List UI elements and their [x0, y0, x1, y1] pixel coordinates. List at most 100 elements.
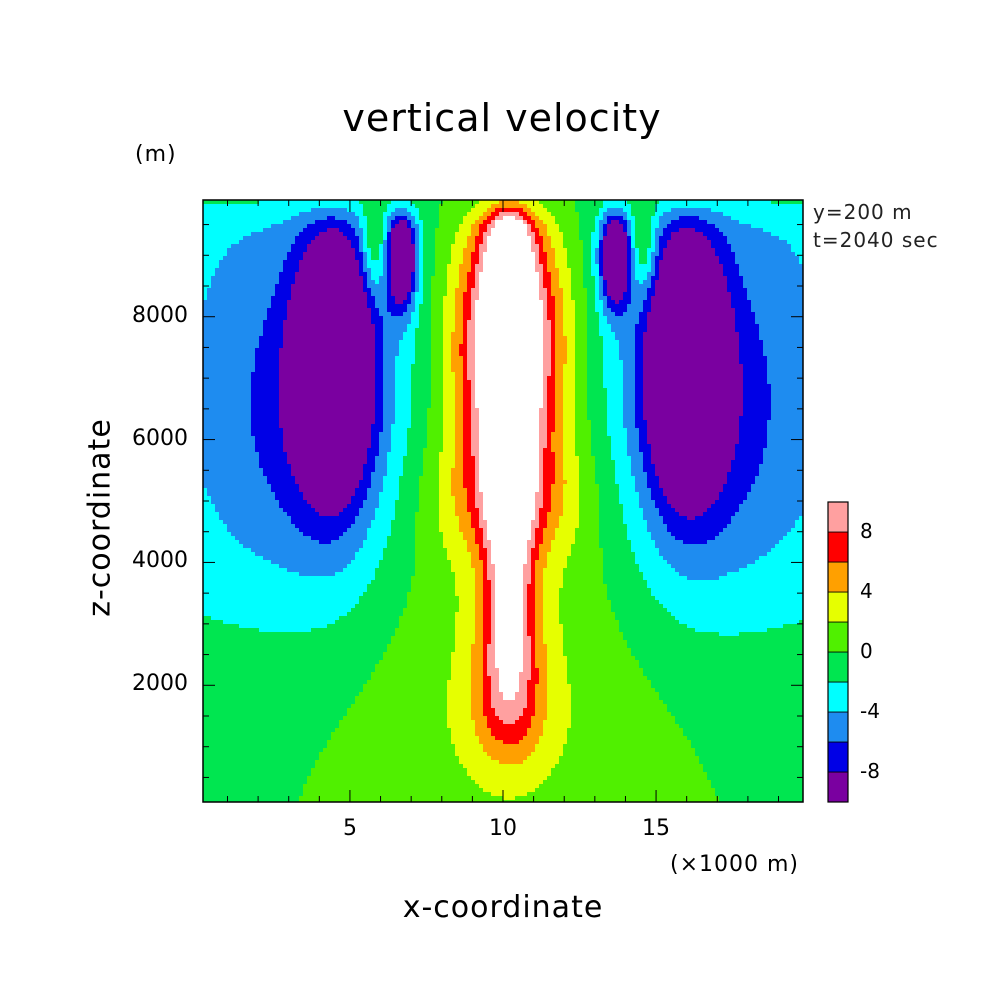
contour-cell [391, 292, 407, 296]
contour-cell [547, 428, 555, 432]
contour-cell [743, 372, 767, 376]
contour-cell [487, 548, 491, 552]
contour-cell [579, 216, 595, 220]
contour-cell [311, 208, 347, 212]
contour-cell [607, 424, 623, 428]
contour-cell [551, 504, 563, 508]
contour-cell [483, 652, 487, 656]
contour-cell [419, 252, 423, 256]
contour-cell [331, 736, 451, 740]
contour-cell [587, 384, 603, 388]
contour-cell [463, 396, 471, 400]
contour-cell [371, 480, 383, 484]
contour-cell [495, 660, 523, 664]
contour-cell [203, 440, 255, 444]
contour-cell [491, 632, 495, 636]
contour-cell [595, 476, 615, 480]
contour-cell [443, 544, 467, 548]
contour-cell [639, 492, 651, 496]
contour-cell [471, 440, 479, 444]
contour-cell [207, 292, 275, 296]
contour-cell [567, 336, 575, 340]
contour-cell [455, 500, 467, 504]
contour-cell [379, 280, 387, 284]
contour-cell [519, 688, 527, 692]
contour-cell [443, 308, 455, 312]
contour-cell [203, 244, 231, 248]
contour-cell [487, 572, 495, 576]
contour-cell [443, 412, 455, 416]
contour-cell [659, 276, 727, 280]
contour-cell [583, 276, 595, 280]
contour-cell [255, 364, 279, 368]
contour-cell [563, 384, 575, 388]
contour-cell [227, 248, 291, 252]
contour-cell [739, 268, 803, 272]
contour-cell [523, 564, 531, 568]
contour-cell [639, 256, 647, 260]
contour-cell [531, 244, 539, 248]
contour-cell [555, 456, 563, 460]
contour-cell [423, 240, 435, 244]
contour-cell [391, 200, 411, 204]
contour-cell [527, 608, 535, 612]
contour-cell [475, 356, 543, 360]
contour-cell [495, 620, 523, 624]
contour-cell [755, 320, 803, 324]
contour-cell [671, 236, 707, 240]
contour-cell [471, 524, 479, 528]
contour-cell [259, 460, 287, 464]
contour-cell [543, 724, 571, 728]
contour-cell [203, 200, 259, 204]
contour-cell [643, 416, 739, 420]
contour-cell [571, 712, 671, 716]
contour-cell [651, 308, 735, 312]
contour-cell [251, 416, 279, 420]
contour-cell [635, 340, 643, 344]
contour-cell [499, 676, 519, 680]
contour-cell [771, 232, 803, 236]
contour-cell [523, 596, 527, 600]
contour-cell [371, 312, 379, 316]
contour-cell [347, 712, 447, 716]
contour-cell [463, 764, 555, 768]
contour-cell [495, 616, 523, 620]
contour-cell [799, 620, 803, 624]
contour-cell [439, 468, 451, 472]
contour-cell [495, 608, 523, 612]
contour-cell [531, 580, 535, 584]
contour-cell [487, 564, 495, 568]
contour-cell [639, 496, 651, 500]
contour-cell [319, 232, 343, 236]
contour-cell [671, 612, 803, 616]
contour-cell [395, 224, 407, 228]
contour-cell [719, 496, 747, 500]
contour-cell [327, 740, 451, 744]
contour-cell [627, 216, 635, 220]
contour-cell [367, 244, 379, 248]
contour-cell [479, 456, 539, 460]
contour-cell [371, 316, 383, 320]
contour-cell [407, 600, 459, 604]
annotation-time: t=2040 sec [813, 228, 939, 252]
contour-cell [543, 620, 559, 624]
contour-cell [399, 624, 455, 628]
contour-cell [495, 604, 523, 608]
contour-cell [531, 548, 539, 552]
contour-cell [635, 416, 643, 420]
contour-cell [383, 416, 395, 420]
contour-cell [279, 352, 375, 356]
contour-cell [499, 200, 519, 204]
contour-cell [479, 260, 483, 264]
contour-cell [383, 368, 395, 372]
contour-cell [475, 732, 491, 736]
contour-cell [743, 364, 767, 368]
contour-cell [435, 256, 451, 260]
contour-cell [431, 276, 447, 280]
contour-cell [523, 588, 527, 592]
contour-cell [539, 520, 547, 524]
contour-cell [279, 400, 375, 404]
contour-cell [251, 432, 283, 436]
contour-cell [419, 496, 439, 500]
contour-cell [743, 392, 771, 396]
